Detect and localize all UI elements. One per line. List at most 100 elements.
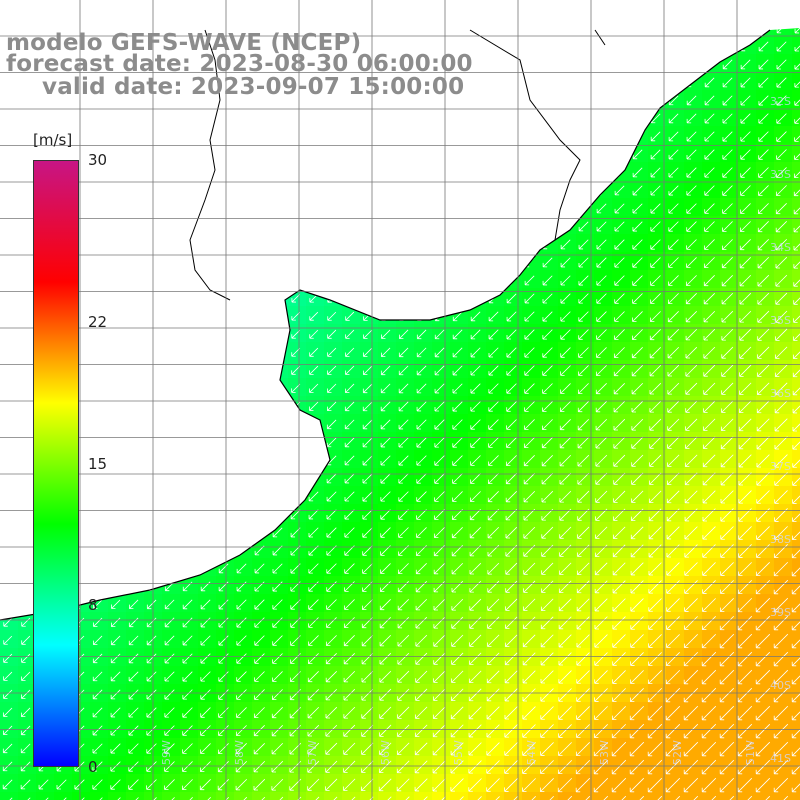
wind-arrow [612, 634, 626, 648]
wind-arrow [369, 796, 374, 800]
wind-arrow [486, 670, 500, 684]
wind-arrow [182, 743, 193, 754]
wind-cell [792, 342, 800, 360]
wind-arrow [774, 382, 788, 396]
wind-arrow [381, 329, 391, 339]
wind-cell [0, 792, 18, 800]
wind-arrow [146, 689, 157, 700]
wind-arrow [775, 346, 788, 359]
wind-arrow [793, 315, 800, 323]
wind-arrow [776, 167, 787, 178]
wind-arrow [345, 347, 355, 357]
wind-arrow [452, 455, 463, 466]
wind-arrow [667, 346, 680, 359]
wind-cell [792, 72, 800, 90]
wind-arrow [236, 635, 247, 646]
wind-arrow [523, 580, 536, 593]
wind-arrow [740, 149, 751, 160]
wind-arrow [21, 635, 31, 645]
wind-arrow [719, 705, 735, 721]
wind-arrow [704, 77, 715, 88]
wind-arrow [397, 688, 410, 701]
wind-cell [792, 720, 800, 738]
wind-arrow [701, 633, 717, 649]
wind-cell [792, 54, 800, 72]
wind-arrow [308, 635, 319, 646]
wind-cell [306, 792, 324, 800]
wind-arrow [434, 419, 445, 430]
wind-arrow [505, 598, 518, 611]
wind-arrow [792, 459, 800, 468]
wind-arrow [594, 688, 608, 702]
wind-arrow [504, 634, 518, 648]
wind-arrow [397, 652, 410, 665]
wind-arrow [595, 365, 607, 377]
wind-arrow [451, 527, 463, 539]
wind-arrow [594, 706, 608, 720]
wind-arrow [3, 617, 13, 627]
wind-arrow [773, 759, 789, 775]
wind-arrow [432, 706, 446, 720]
wind-arrow [433, 652, 446, 665]
wind-arrow [755, 741, 771, 757]
wind-cell [450, 792, 468, 800]
wind-arrow [704, 221, 715, 232]
wind-arrow [665, 652, 680, 667]
wind-cell [342, 792, 360, 800]
wind-arrow [719, 598, 734, 613]
wind-arrow [575, 742, 590, 757]
wind-arrow [629, 688, 644, 703]
wind-arrow [666, 562, 680, 576]
wind-arrow [542, 311, 553, 322]
wind-arrow [487, 473, 499, 485]
latitude-label: 32S [770, 95, 791, 108]
wind-arrow [327, 383, 337, 393]
wind-arrow [596, 221, 607, 232]
wind-arrow [523, 562, 536, 575]
wind-arrow [737, 669, 753, 685]
wind-cell [36, 792, 54, 800]
title-model: modelo GEFS-WAVE (NCEP) [6, 30, 362, 56]
wind-arrow [756, 436, 770, 450]
wind-arrow [603, 795, 609, 800]
wind-arrow [344, 563, 355, 574]
wind-arrow [791, 783, 800, 793]
longitude-label: 52W [671, 740, 684, 765]
wind-arrow [135, 797, 139, 800]
wind-arrow [522, 616, 536, 630]
wind-arrow [702, 580, 716, 594]
wind-arrow [416, 473, 427, 484]
wind-arrow [613, 400, 626, 413]
wind-arrow [469, 580, 482, 593]
wind-arrow [235, 761, 247, 773]
wind-cell [540, 792, 558, 800]
wind-arrow [441, 796, 446, 800]
wind-arrow [632, 239, 643, 250]
wind-arrow [254, 653, 265, 664]
wind-arrow [128, 635, 139, 646]
wind-arrow [271, 707, 283, 719]
wind-arrow [488, 365, 499, 376]
wind-arrow [773, 561, 789, 577]
wind-arrow [720, 418, 734, 432]
wind-arrow [758, 167, 769, 178]
wind-arrow [703, 382, 716, 395]
wind-arrow [128, 779, 139, 790]
wind-arrow [755, 723, 771, 739]
wind-arrow [647, 723, 663, 739]
wind-arrow [593, 724, 608, 739]
wind-arrow [542, 347, 553, 358]
wind-arrow [666, 490, 680, 504]
wind-arrow [722, 221, 733, 232]
wind-arrow [110, 689, 121, 700]
wind-cell [648, 792, 666, 800]
wind-cell [270, 792, 288, 800]
wind-arrow [416, 401, 427, 412]
wind-arrow [20, 743, 31, 754]
wind-arrow [776, 113, 787, 124]
wind-arrow [665, 723, 681, 739]
wind-cell [792, 36, 800, 54]
wind-arrow [470, 383, 481, 394]
wind-arrow [596, 347, 607, 358]
wind-arrow [325, 760, 338, 773]
